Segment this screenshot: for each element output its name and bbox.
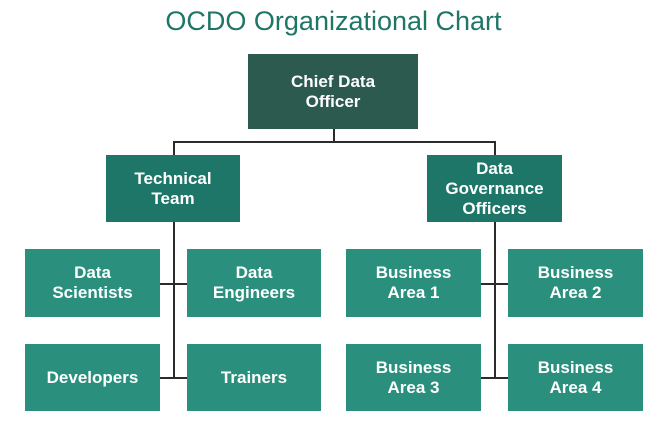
node-chief-data-officer: Chief Data Officer <box>248 54 418 129</box>
node-developers: Developers <box>25 344 160 411</box>
chart-title: OCDO Organizational Chart <box>165 6 502 36</box>
connector-governance-row1 <box>481 283 508 285</box>
node-trainers: Trainers <box>187 344 321 411</box>
connector-top-horizontal <box>173 141 495 143</box>
node-data-scientists: Data Scientists <box>25 249 160 317</box>
node-data-governance-officers: Data Governance Officers <box>427 155 562 222</box>
node-business-area-1: Business Area 1 <box>346 249 481 317</box>
connector-governance-trunk <box>494 222 496 378</box>
node-data-engineers: Data Engineers <box>187 249 321 317</box>
node-technical-team: Technical Team <box>106 155 240 222</box>
connector-technical-row2 <box>160 377 187 379</box>
connector-to-governance <box>494 141 496 155</box>
connector-technical-row1 <box>160 283 187 285</box>
connector-technical-trunk <box>173 222 175 378</box>
node-business-area-3: Business Area 3 <box>346 344 481 411</box>
connector-governance-row2 <box>481 377 508 379</box>
connector-chief-down <box>333 129 335 142</box>
node-business-area-2: Business Area 2 <box>508 249 643 317</box>
node-business-area-4: Business Area 4 <box>508 344 643 411</box>
connector-to-technical <box>173 141 175 155</box>
